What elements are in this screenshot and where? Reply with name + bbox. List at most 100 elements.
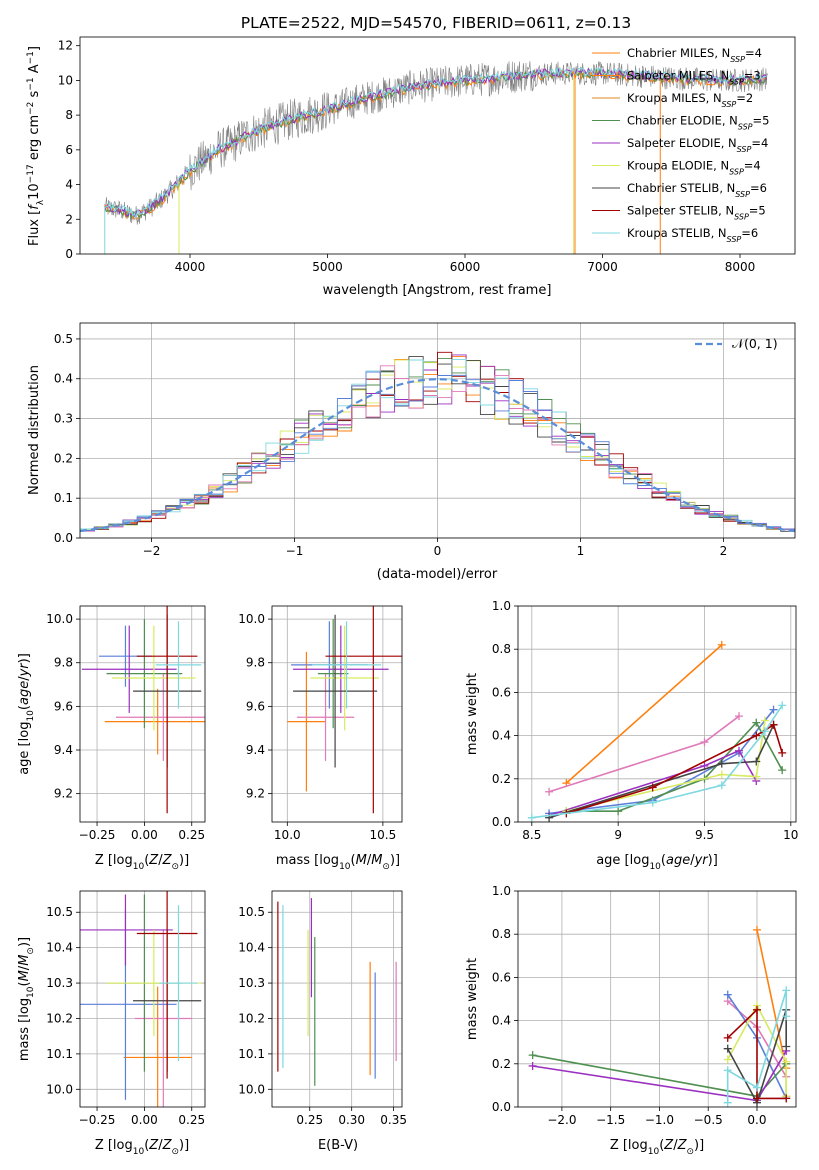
label-part: Z [log: [95, 1138, 133, 1153]
y-axis-label: age [log10(age/yr)]: [17, 653, 36, 775]
plot-area-age_vs_mass: [272, 606, 402, 822]
y-tick-label: 10.2: [46, 1011, 73, 1025]
weight-marker: [778, 766, 787, 775]
weight-line: [726, 1003, 787, 1097]
legend-label: Chabrier ELODIE, N: [627, 114, 738, 128]
legend-tail: =2: [736, 91, 753, 105]
y-tick-label: 0.0: [492, 815, 511, 829]
label-part: )]: [694, 1138, 704, 1153]
error-bar-point: [104, 688, 205, 755]
label-part: 10: [133, 1147, 145, 1157]
plot-area-weight_vs_Z: [518, 891, 796, 1107]
x-tick-label: 9: [614, 828, 622, 842]
label-part: )]: [179, 1138, 189, 1153]
label-part: Z: [663, 1138, 674, 1153]
x-tick-label: −0.5: [694, 1113, 723, 1127]
label-part: λ: [36, 199, 46, 205]
label-part: /: [158, 1138, 163, 1153]
legend-tail: =5: [753, 114, 770, 128]
label-part: A: [27, 64, 42, 77]
weight-marker: [614, 807, 623, 816]
weight-marker: [717, 759, 726, 768]
y-tick-label: 9.2: [246, 787, 265, 801]
weight-marker: [717, 770, 726, 779]
weight-series: [545, 712, 744, 796]
error-bar-point: [136, 606, 198, 814]
y-tick-label: 1.0: [492, 884, 511, 898]
label-part: (: [659, 1138, 664, 1153]
weight-marker: [778, 748, 787, 757]
label-part: Z [log: [610, 1138, 648, 1153]
weight-series: [752, 925, 791, 1073]
x-tick-label: 8000: [725, 260, 756, 274]
weight-marker: [723, 990, 732, 999]
label-part: (: [351, 853, 356, 868]
legend-entry: Chabrier ELODIE, NSSP=5: [627, 114, 769, 132]
x-tick-label: 10: [783, 828, 798, 842]
legend-sub: SSP: [729, 167, 744, 176]
weight-marker: [752, 718, 761, 727]
y-tick-label: 10.0: [238, 1082, 265, 1096]
label-part: 10: [26, 986, 36, 998]
model-spectrum: [104, 66, 767, 221]
legend-entry: Chabrier STELIB, NSSP=6: [627, 181, 767, 199]
weight-series: [527, 701, 787, 822]
error-bar-point: [115, 673, 205, 761]
label-part: Z: [148, 853, 159, 868]
legend-sub: SSP: [722, 100, 737, 109]
label-part: age: [17, 681, 32, 705]
residual-histogram: [80, 358, 795, 530]
label-part: )]: [17, 937, 32, 947]
error-bar-point: [312, 621, 381, 709]
weight-marker: [723, 1066, 732, 1075]
y-tick-label: 10.5: [46, 905, 73, 919]
legend-sub: SSP: [735, 190, 750, 199]
legend-label: Kroupa STELIB, N: [627, 226, 727, 240]
plot-area-mass_vs_ebv: [272, 891, 402, 1107]
weight-marker: [723, 1033, 732, 1042]
x-tick-label: 6000: [450, 260, 481, 274]
y-tick-label: 0.4: [492, 1014, 511, 1028]
error-bar-point: [155, 621, 202, 709]
y-tick-label: 10.3: [46, 976, 73, 990]
legend-label: Chabrier MILES, N: [627, 46, 730, 60]
axes-frame: [271, 890, 403, 1108]
y-tick-label: 0.2: [492, 772, 511, 786]
y-tick-label: 0.2: [492, 1057, 511, 1071]
weight-marker: [752, 731, 761, 740]
axes-frame: [79, 605, 206, 823]
x-tick-label: 0.25: [178, 828, 205, 842]
label-part: Z: [677, 1138, 688, 1153]
label-part: 10: [133, 862, 145, 872]
error-bar-point: [112, 625, 196, 731]
label-part: Z: [162, 1138, 173, 1153]
axes-frame: [517, 605, 797, 823]
weight-line: [726, 1009, 787, 1105]
label-part: M: [17, 970, 32, 981]
weight-marker: [752, 1094, 761, 1103]
axes-spectrum: 4000 5000 6000 7000 8000 0 2 4 6 8 10 12 wavelength …: [26, 36, 796, 298]
label-part: −2: [26, 102, 36, 115]
label-part: age [log: [17, 722, 32, 775]
error-bar-point: [325, 606, 402, 814]
y-tick-label: 9.6: [54, 699, 73, 713]
residual-histogram: [80, 351, 795, 530]
label-part: −17: [26, 164, 36, 183]
error-bar-point: [106, 619, 183, 729]
y-axis-label: Flux [fλ10−17 erg cm−2 s−1 A−1]: [26, 46, 46, 246]
y-tick-label: 0.1: [54, 491, 73, 505]
weight-marker: [769, 720, 778, 729]
error-bar-point: [159, 905, 198, 1061]
legend-entry: Chabrier MILES, NSSP=4: [627, 46, 762, 64]
weight-line: [756, 929, 787, 1069]
label-part: (: [17, 705, 32, 710]
legend-tail: =4: [745, 46, 762, 60]
label-part: ⊙: [686, 1147, 694, 1157]
legend-label: Salpeter STELIB, N: [627, 204, 734, 218]
label-part: f: [27, 203, 42, 210]
plot-area-mass_vs_Z: [80, 891, 205, 1107]
label-part: (: [661, 853, 666, 868]
error-bar-point: [310, 625, 380, 731]
error-bar-point: [293, 625, 389, 713]
weight-marker: [723, 1044, 732, 1053]
